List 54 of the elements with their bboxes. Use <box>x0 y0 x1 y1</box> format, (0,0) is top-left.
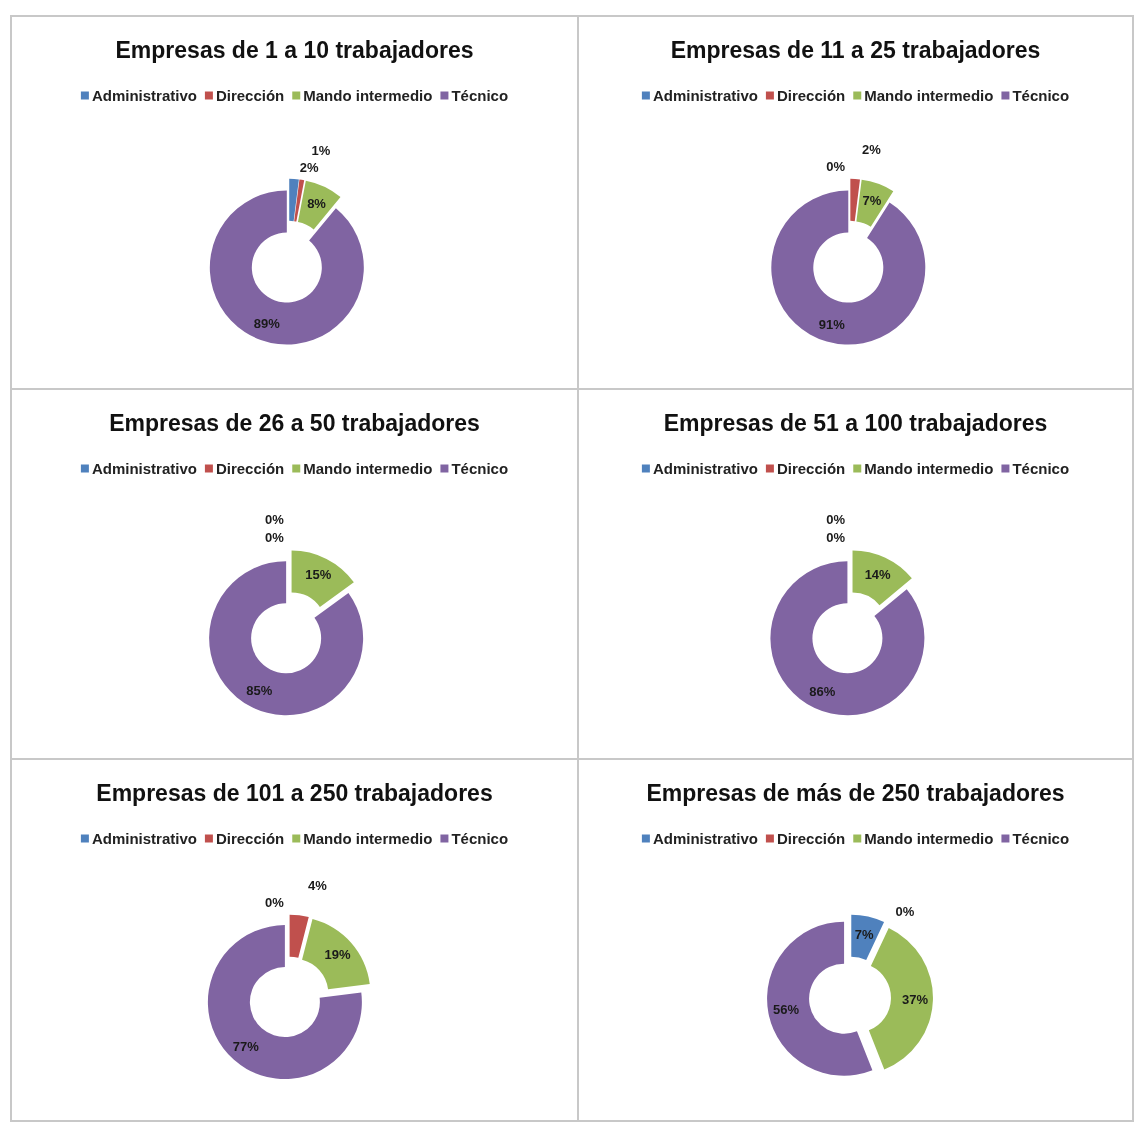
legend-label: Mando intermedio <box>864 830 994 847</box>
legend-label: Técnico <box>451 830 509 847</box>
legend-label: Dirección <box>776 87 846 104</box>
legend-label: Mando intermedio <box>303 87 433 104</box>
chart-title: Empresas de más de 250 trabajadores <box>646 779 1065 806</box>
text: 0% <box>895 904 915 920</box>
data-label: 4% <box>308 877 328 893</box>
legend-label: Técnico <box>1012 460 1070 477</box>
legend-label: Administrativo <box>91 87 197 104</box>
data-label: 56% <box>773 1002 800 1018</box>
legend-label: Mando intermedio <box>864 460 994 477</box>
text: 0% <box>826 512 845 528</box>
data-label: 37% <box>901 992 929 1008</box>
data-label: 77% <box>232 1038 260 1054</box>
legend-label: Técnico <box>451 87 509 104</box>
data-label: 91% <box>818 316 846 332</box>
legend-label: Dirección <box>776 460 846 477</box>
legend-label: Administrativo <box>91 460 197 477</box>
data-label: 1% <box>311 142 331 158</box>
legend-label: Administrativo <box>652 830 758 847</box>
data-label: 7% <box>854 926 874 942</box>
data-label: 15% <box>305 567 332 583</box>
legend-label: Dirección <box>215 460 285 477</box>
chart-title: Empresas de 11 a 25 trabajadores <box>670 36 1041 63</box>
text: 0% <box>826 530 845 546</box>
data-label: 8% <box>307 195 327 211</box>
text: 0% <box>265 512 284 528</box>
chart-title: Empresas de 51 a 100 trabajadores <box>663 409 1048 436</box>
data-label: 2% <box>299 159 320 175</box>
legend-label: Técnico <box>1012 87 1070 104</box>
data-label: 7% <box>862 193 882 209</box>
legend-label: Mando intermedio <box>303 460 433 477</box>
legend-label: Técnico <box>451 460 509 477</box>
chart-title: Empresas de 101 a 250 trabajadores <box>96 779 493 806</box>
data-label: 14% <box>864 566 892 582</box>
chart-title: Empresas de 26 a 50 trabajadores <box>109 409 480 436</box>
data-label: 85% <box>246 683 273 699</box>
text: 0% <box>826 159 845 175</box>
legend-label: Dirección <box>215 830 285 847</box>
text: 0% <box>265 895 284 911</box>
legend-label: Mando intermedio <box>864 87 994 104</box>
legend-label: Dirección <box>215 87 285 104</box>
data-label: 86% <box>809 684 836 700</box>
data-label: 19% <box>324 947 352 963</box>
legend-label: Dirección <box>776 830 846 847</box>
legend-label: Administrativo <box>652 460 758 477</box>
legend-label: Técnico <box>1012 830 1070 847</box>
legend-label: Administrativo <box>91 830 197 847</box>
data-label: 89% <box>253 315 281 331</box>
legend-label: Administrativo <box>652 87 758 104</box>
text: 0% <box>265 530 284 546</box>
chart-title: Empresas de 1 a 10 trabajadores <box>115 36 474 63</box>
data-label: 2% <box>862 141 882 157</box>
legend-label: Mando intermedio <box>303 830 433 847</box>
